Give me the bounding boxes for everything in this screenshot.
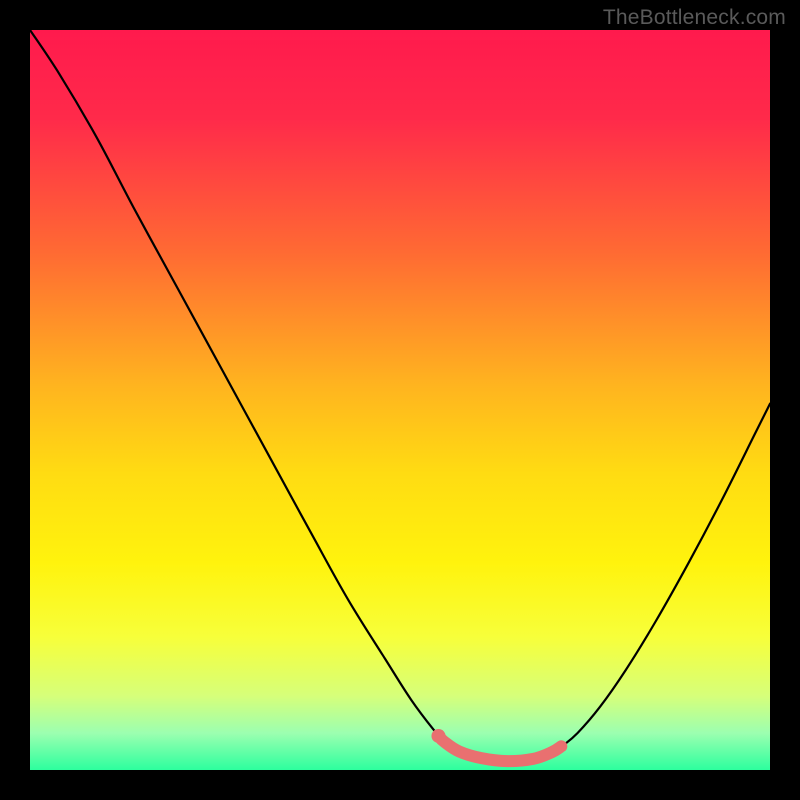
watermark-text: TheBottleneck.com: [603, 6, 786, 30]
chart-svg: [30, 30, 770, 770]
highlight-dot: [431, 729, 445, 743]
plot-background: [30, 30, 770, 770]
plot-area: [30, 30, 770, 770]
